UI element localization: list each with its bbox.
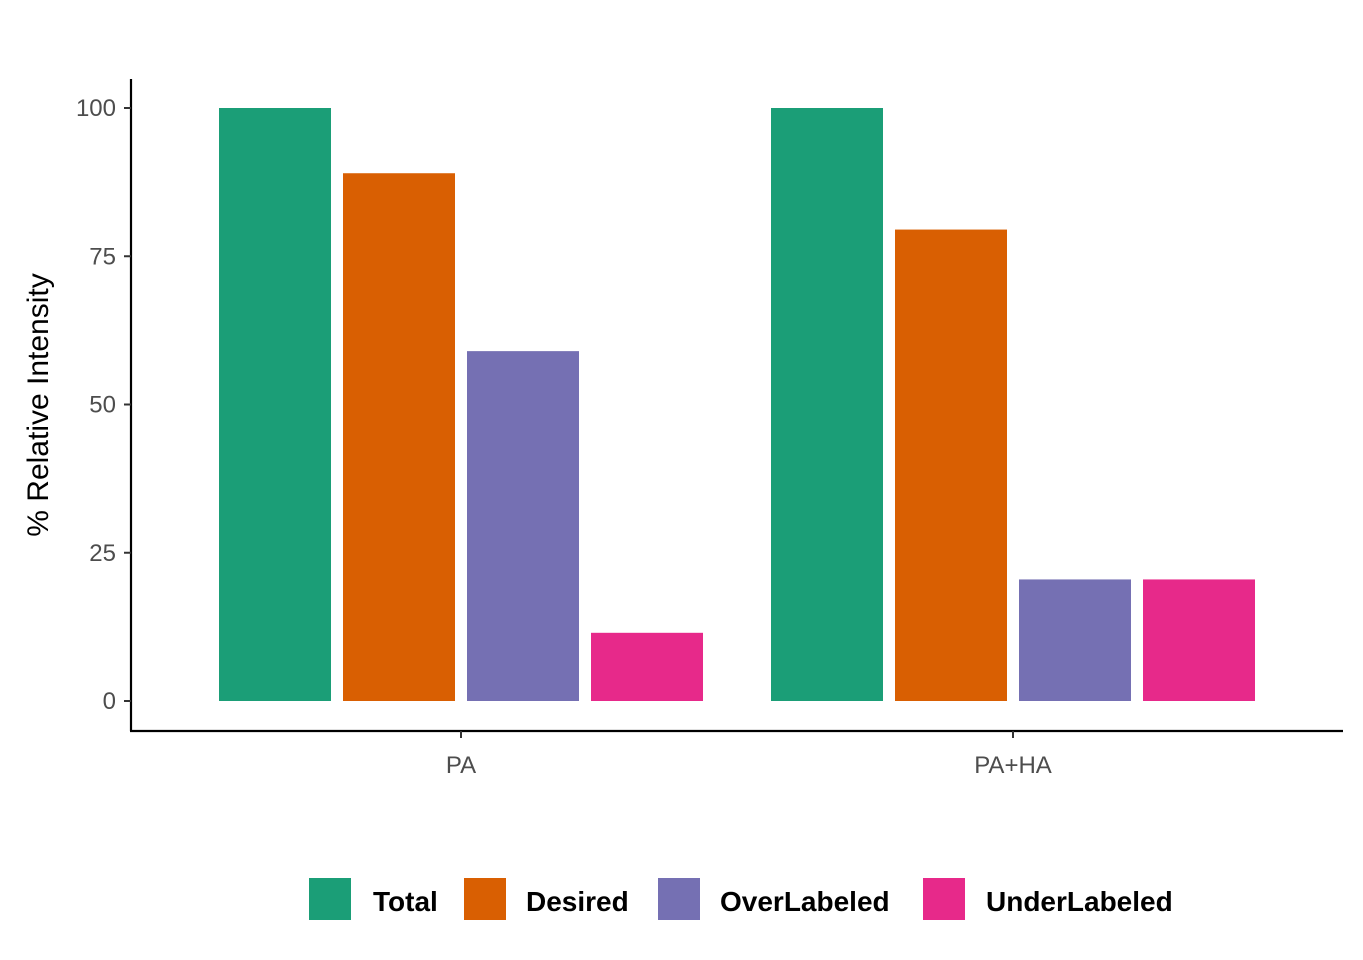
y-axis-title: % Relative Intensity	[22, 273, 55, 536]
y-tick-label: 25	[89, 540, 116, 567]
bar-pa-desired	[343, 173, 455, 702]
legend-label-underlabeled: UnderLabeled	[986, 886, 1173, 917]
legend-label-total: Total	[373, 886, 438, 917]
legend-key-underlabeled	[923, 878, 965, 920]
y-tick-label: 0	[103, 688, 116, 715]
y-tick-label: 100	[76, 95, 116, 122]
bar-pa-ha-underlabeled	[1143, 579, 1255, 701]
y-tick-label: 50	[89, 392, 116, 419]
legend-key-overlabeled	[658, 878, 700, 920]
legend-label-overlabeled: OverLabeled	[720, 886, 890, 917]
y-ticks-group: 0 25 50 75 100	[76, 95, 131, 715]
y-tick-label: 75	[89, 243, 116, 270]
x-tick-label: PA	[446, 752, 476, 779]
x-tick-label: PA+HA	[974, 752, 1052, 779]
bar-pa-ha-overlabeled	[1019, 579, 1131, 701]
bar-pa-overlabeled	[467, 351, 579, 701]
bar-pa-underlabeled	[591, 632, 703, 701]
legend: Total Desired OverLabeled UnderLabeled	[309, 878, 1173, 920]
legend-key-desired	[464, 878, 506, 920]
bar-pa-ha-desired	[895, 229, 1007, 701]
bar-pa-total	[219, 108, 331, 701]
x-ticks-group: PA PA+HA	[446, 731, 1052, 779]
bars-group	[219, 108, 1255, 702]
bar-pa-ha-total	[771, 108, 883, 701]
legend-label-desired: Desired	[526, 886, 629, 917]
legend-key-total	[309, 878, 351, 920]
